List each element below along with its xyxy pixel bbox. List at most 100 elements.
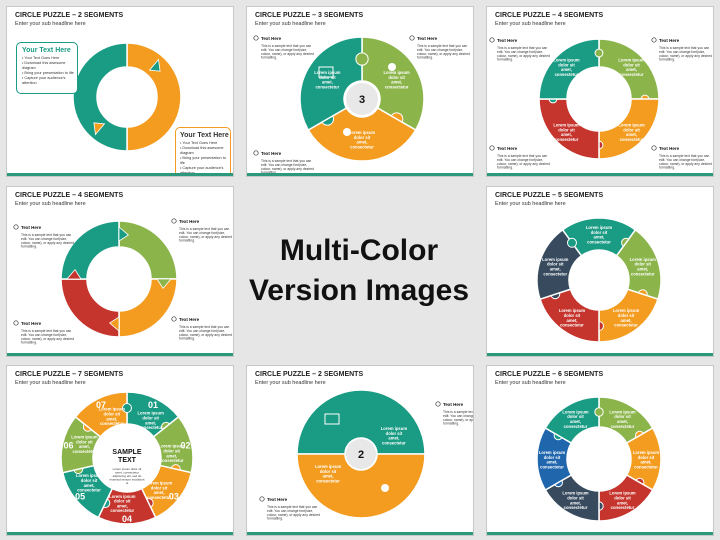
slide-thumb-2[interactable]: CIRCLE PUZZLE – 3 SEGMENTS Enter your su… [246,6,474,177]
text-here-label: Text Here [21,321,42,326]
puzzle-diagram: Text Here This is a sample text that you … [13,218,232,345]
text-here-label: Text Here [659,146,680,151]
heading-line-2: Version Images [248,274,470,307]
segment-text: Lorem ipsum dolor sit amet, consectetur [542,257,569,276]
puzzle-segment [60,220,120,280]
bullet-item: • Download this awesome diagram [22,61,66,70]
bullet-icon [651,145,657,151]
footer-bar [487,353,713,356]
arrow-head [66,268,82,280]
segment-number: 05 [75,491,85,501]
segment-text: Lorem ipsum dolor sit amet, consectetur [539,450,566,469]
segment-number: 04 [122,514,132,524]
footer-bar [487,173,713,176]
text-here-label: Text Here [659,38,680,43]
bullet-icon [651,37,657,43]
slide-subtitle: Enter your sub headline here [495,380,566,386]
slide-title: CIRCLE PUZZLE – 4 SEGMENTS [15,192,124,199]
slide-thumb-5[interactable]: CIRCLE PUZZLE – 5 SEGMENTS Enter your su… [486,186,714,357]
segment-text: Lorem ipsum dolor sit amet, consectetur [76,473,103,492]
segment-text: Lorem ipsum dolor sit amet, consectetur [586,225,613,244]
center-title: SAMPLE TEXT [112,449,142,464]
segment-text: Lorem ipsum dolor sit amet, consectetur [381,426,408,445]
text-here-label: Text Here [443,402,464,407]
slide-subtitle: Enter your sub headline here [15,21,86,27]
text-here-label: Text Here [21,225,42,230]
puzzle-diagram: Lorem ipsum dolor sit amet, consectetur Lore… [489,37,712,170]
segment-text: Lorem ipsum dolor sit amet, consectetur [349,130,376,149]
slide-subtitle: Enter your sub headline here [15,201,86,207]
text-here-label: Text Here [261,151,282,156]
segment-number: 01 [148,400,158,410]
segment-text: Lorem ipsum dolor sit amet, consectetur [633,450,660,469]
arrow-head [93,122,106,136]
segment-text: Lorem ipsum dolor sit amet, consectetur [553,123,580,142]
segment-text: Lorem ipsum dolor sit amet, consectetur [71,434,98,453]
segment-text: Lorem ipsum dolor sit amet, consectetur [559,308,586,327]
users-icon [388,63,396,71]
arrow-head [148,58,161,72]
segment-number: 02 [180,441,190,451]
slide-thumb-4[interactable]: CIRCLE PUZZLE – 4 SEGMENTS Enter your su… [6,186,234,357]
puzzle-diagram: Lorem ipsum dolor sit amet, consectetur Lore… [253,35,470,175]
bullet-icon [171,316,177,322]
arrow-head [118,226,130,242]
puzzle-knob [355,52,369,66]
chart-icon [318,66,334,78]
bullet-icon [489,145,495,151]
text-box-title: Your Text Here [22,47,71,54]
slide-subtitle: Enter your sub headline here [255,21,326,27]
segment-number: 06 [63,441,73,451]
slide-title: CIRCLE PUZZLE – 2 SEGMENTS [255,371,364,378]
center-hole [93,424,161,492]
bullet-icon [13,224,19,230]
bullet-item: • Capture your audience's attention [22,76,66,85]
segment-text: Lorem ipsum dolor sit amet, consectetur [562,409,589,428]
slide-thumb-1[interactable]: CIRCLE PUZZLE – 2 SEGMENTS Enter your su… [6,6,234,177]
puzzle-knob [122,403,132,413]
footer-bar [247,532,473,535]
center-hole [567,427,631,491]
text-box-2: Your Text Here • Your Text Goes Here • Do… [175,127,231,176]
text-here-label: Text Here [497,38,518,43]
bullet-icon [435,401,441,407]
footer-bar [7,353,233,356]
segment-number: 03 [169,491,179,501]
slide-subtitle: Enter your sub headline here [495,201,566,207]
segment-text: Lorem ipsum dolor sit amet, consectetur [618,57,645,76]
segment-text: Lorem ipsum dolor sit amet, consectetur [562,491,589,510]
chart-icon [324,413,340,425]
bullet-icon [253,150,259,156]
center-badge [346,83,378,115]
center-number: 3 [359,94,365,106]
center-hole [567,67,631,131]
slide-thumb-3[interactable]: CIRCLE PUZZLE – 4 SEGMENTS Enter your su… [486,6,714,177]
segment-number: 07 [96,400,106,410]
gear-icon [381,484,389,492]
bullet-item: • Download this awesome diagram [180,146,224,155]
segment-text: Lorem ipsum dolor sit amet, consectetur [618,123,645,142]
bullet-icon [171,218,177,224]
segment-text: Lorem ipsum dolor sit amet, consectetur [609,409,636,428]
puzzle-diagram: Lorem ipsum dolor sit amet, consectetur Lore… [536,396,662,522]
puzzle-segment [126,42,182,152]
slide-thumb-7[interactable]: CIRCLE PUZZLE – 2 SEGMENTS Enter your su… [246,365,474,536]
puzzle-knob [594,407,604,417]
text-here-label: Text Here [497,146,518,151]
puzzle-segment [307,106,417,162]
segment-text: Lorem ipsum dolor sit amet, consectetur [109,494,136,513]
text-here-label: Text Here [267,497,288,502]
center-hole [97,67,157,127]
slide-thumb-8[interactable]: CIRCLE PUZZLE – 6 SEGMENTS Enter your su… [486,365,714,536]
heading-line-1: Multi-Color [279,234,439,267]
slide-thumb-6[interactable]: CIRCLE PUZZLE – 7 SEGMENTS Enter your su… [6,365,234,536]
puzzle-segment [538,38,600,100]
center-heading: Multi-Color Version Images [243,186,475,356]
segment-text: Lorem ipsum dolor sit amet, consectetur [609,491,636,510]
puzzle-segment [72,42,128,152]
segment-text: Lorem ipsum dolor sit amet, consectetur [630,257,657,276]
